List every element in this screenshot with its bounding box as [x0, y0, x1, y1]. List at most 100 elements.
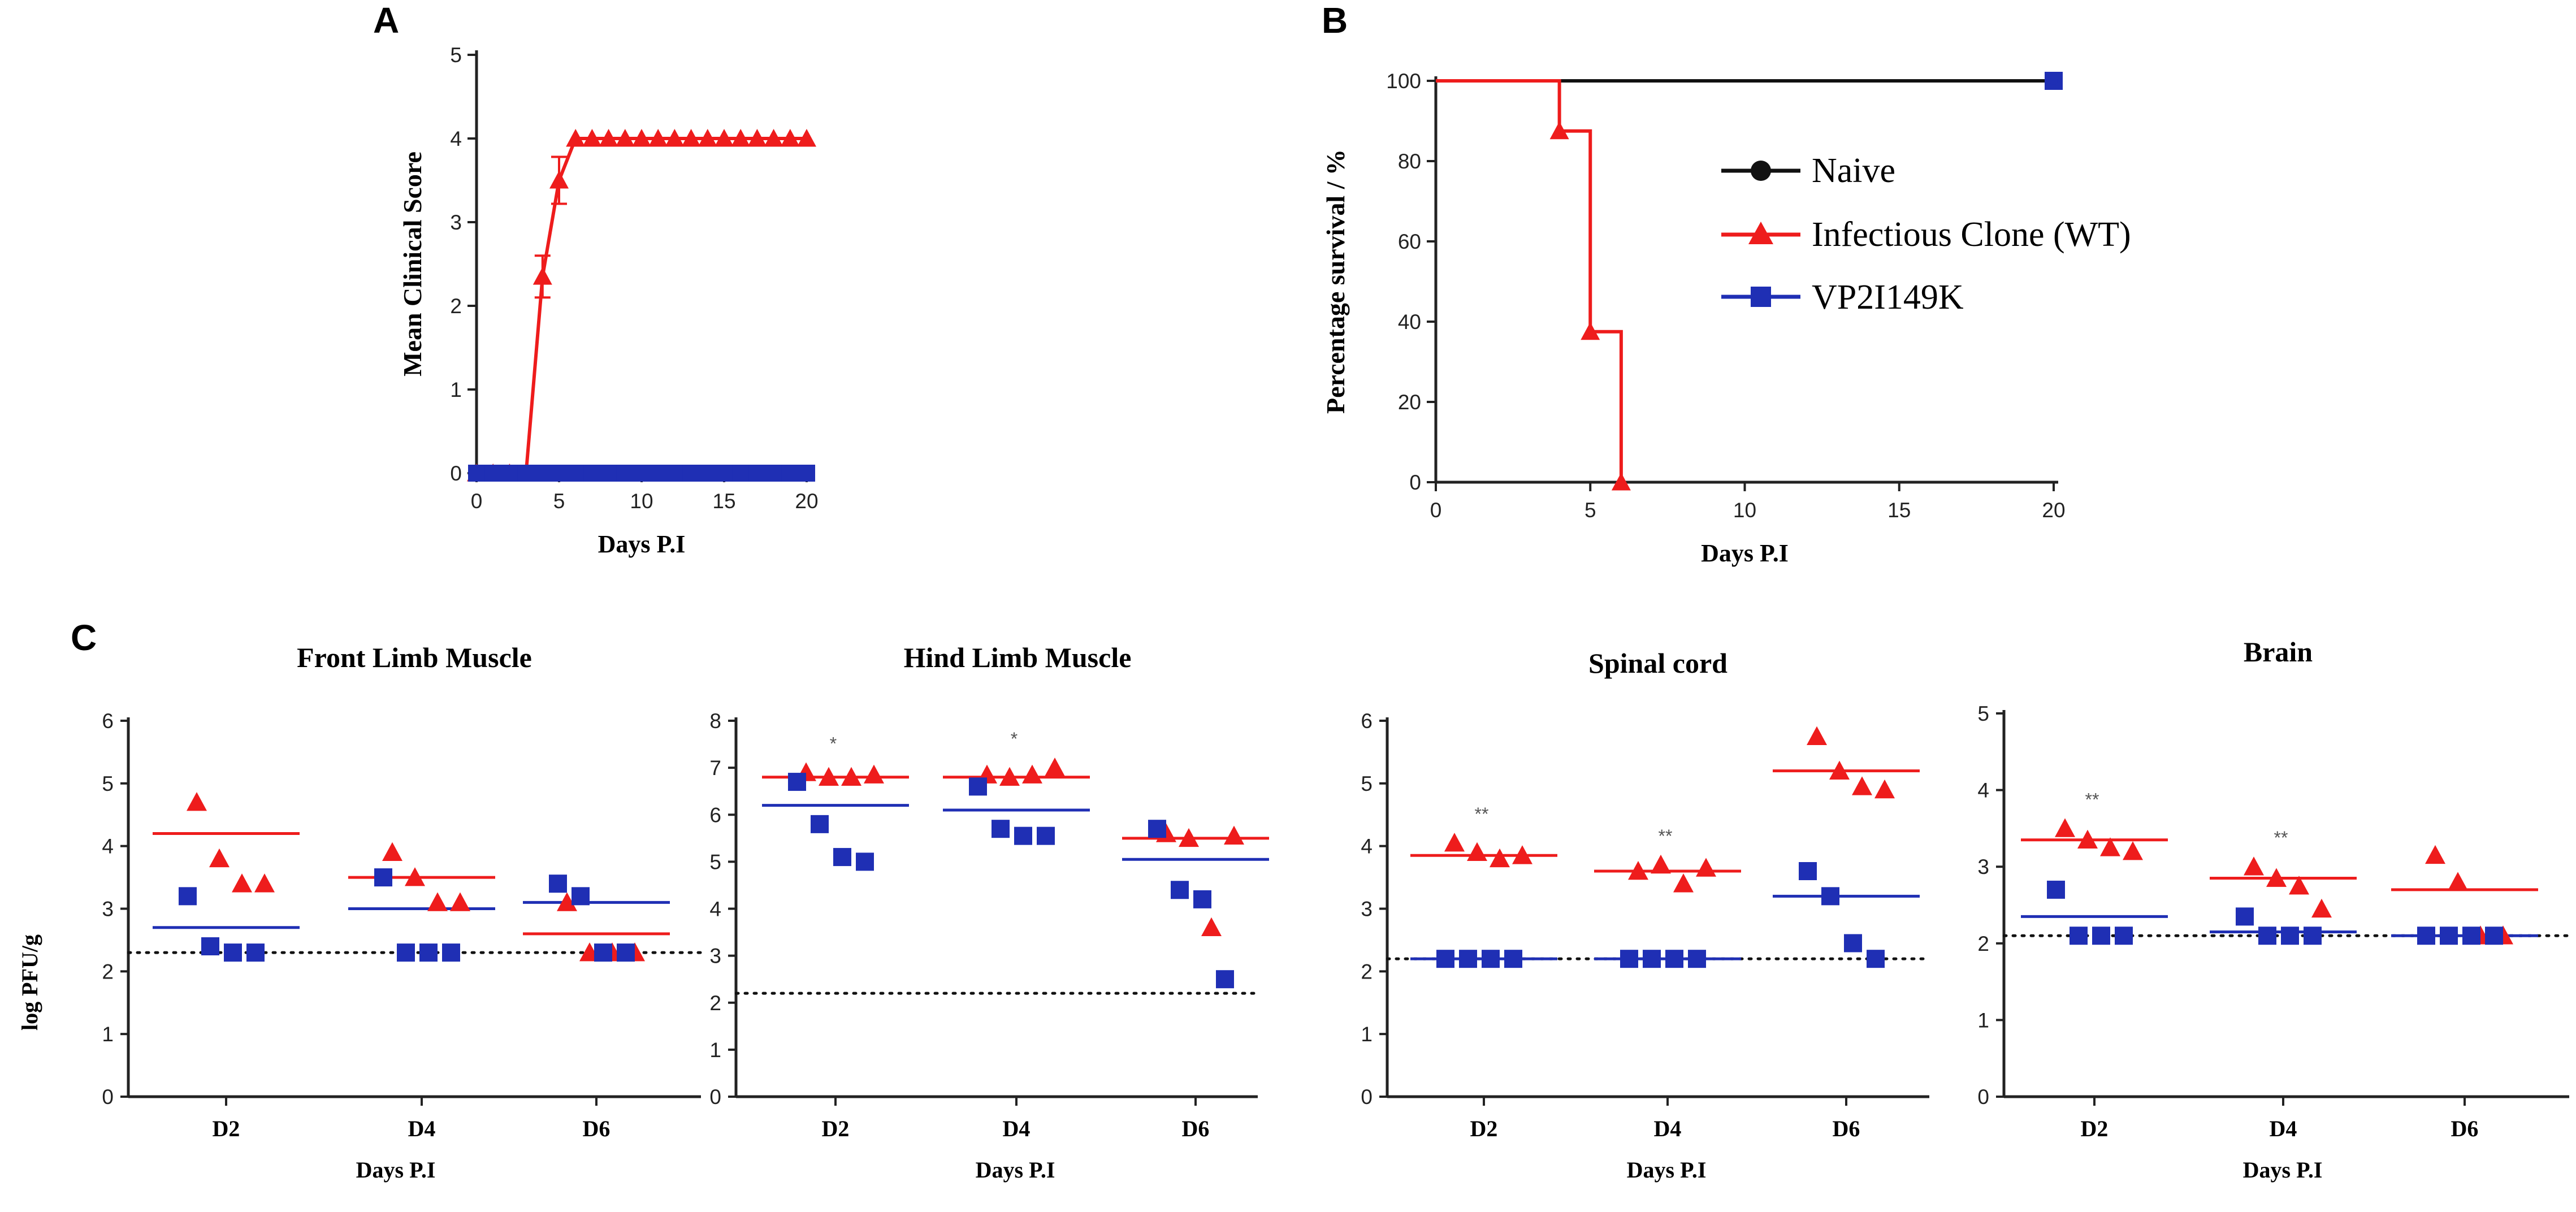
data-point-wt	[557, 892, 577, 911]
data-point-wt	[780, 129, 800, 147]
data-point-wt	[2289, 876, 2309, 895]
data-point-wt	[2077, 829, 2098, 849]
data-point-wt	[450, 892, 470, 911]
subplot-title: Front Limb Muscle	[297, 642, 532, 673]
x-tick-label: 10	[630, 490, 653, 513]
data-point-mutant	[1216, 970, 1234, 989]
category-label: D2	[213, 1116, 240, 1141]
data-point-wt	[2055, 818, 2075, 837]
data-point-wt	[599, 129, 618, 147]
y-axis-title: log PFU/g	[17, 934, 42, 1031]
data-point-wt	[1022, 764, 1042, 784]
x-tick-label: 5	[1584, 499, 1596, 522]
data-point-wt	[382, 842, 402, 862]
data-point-mutant	[600, 465, 617, 482]
category-label: D6	[1182, 1116, 1210, 1141]
legend-label-naive: Naive	[1812, 152, 1895, 190]
y-tick-label: 5	[102, 772, 114, 795]
data-point-mutant	[1844, 934, 1862, 953]
data-point-mutant	[201, 937, 219, 955]
data-point-mutant	[468, 465, 485, 482]
y-tick-label: 40	[1398, 310, 1421, 334]
category-label: D4	[1003, 1116, 1031, 1141]
data-point-mutant	[551, 465, 568, 482]
data-point-wt	[1224, 825, 1244, 845]
significance-marker: **	[1475, 804, 1489, 824]
chart-c-spinal-cord: Spinal cord 0 1 2 3 4 5 6 D2 D4 D6 Days P.I ** **	[1361, 647, 1931, 1183]
data-point-mutant	[2417, 927, 2435, 945]
data-point-wt	[1696, 858, 1716, 877]
category-label: D4	[2270, 1116, 2297, 1141]
data-point-mutant	[572, 887, 590, 906]
data-point-mutant	[1436, 950, 1454, 968]
y-tick-label: 3	[450, 211, 462, 234]
y-tick-label: 20	[1398, 391, 1421, 414]
y-tick-label: 0	[1361, 1085, 1373, 1109]
data-point-wt	[665, 129, 685, 147]
data-point-mutant	[2485, 927, 2503, 945]
chart-a-clinical-score: 0 1 2 3 4 5 0 5 10 15 20 Days P.I Mean Clinical Scor…	[398, 44, 819, 558]
data-point-wt	[1807, 726, 1827, 746]
x-tick-label: 15	[1887, 499, 1911, 522]
data-point-mutant	[397, 943, 415, 962]
legend-item-naive: Naive	[1721, 152, 1895, 190]
y-tick-label: 2	[102, 960, 114, 983]
data-point-mutant	[2092, 927, 2110, 945]
data-point-mutant	[224, 943, 242, 962]
category-label: D6	[1833, 1116, 1860, 1141]
data-point-mutant	[1171, 881, 1189, 899]
y-tick-label: 4	[450, 127, 462, 150]
data-point-mutant	[549, 875, 567, 893]
y-tick-label: 1	[102, 1023, 114, 1046]
chart-c-brain: Brain 0 1 2 3 4 5 D2 D4 D6 Days P.I ** **	[1977, 636, 2571, 1183]
category-label: D4	[1654, 1116, 1682, 1141]
data-point-wt	[1490, 848, 1510, 868]
data-point-wt	[797, 129, 816, 147]
data-point-wt	[1045, 758, 1065, 777]
x-tick-label: 20	[795, 490, 818, 513]
data-point-wt	[1467, 842, 1487, 862]
data-point-wt	[747, 129, 767, 147]
y-tick-label: 2	[709, 992, 721, 1015]
data-point-mutant	[2070, 927, 2088, 945]
data-point-naive	[2050, 77, 2058, 85]
significance-marker: *	[1011, 729, 1018, 749]
data-point-mutant	[2258, 927, 2276, 945]
data-point-mutant	[811, 815, 829, 833]
y-tick-label: 2	[1361, 960, 1373, 983]
data-point-mutant	[716, 465, 733, 482]
data-point-wt	[2266, 868, 2287, 887]
y-tick-label: 7	[709, 756, 721, 780]
data-point-mutant	[2281, 927, 2299, 945]
y-tick-label: 6	[709, 803, 721, 826]
data-point-wt	[999, 767, 1020, 786]
data-point-mutant	[732, 465, 750, 482]
data-point-wt	[532, 267, 552, 285]
x-tick-label: 20	[2042, 499, 2065, 522]
x-tick-label: 10	[1733, 499, 1756, 522]
data-point-wt	[1829, 760, 1850, 780]
significance-marker: **	[1659, 826, 1673, 846]
legend-marker-mutant	[1751, 287, 1771, 307]
data-point-mutant	[1482, 950, 1500, 968]
x-axis-title: Days P.I	[356, 1157, 436, 1183]
data-point-mutant	[2462, 927, 2480, 945]
data-point-mutant	[650, 465, 667, 482]
data-point-mutant	[1193, 890, 1211, 908]
data-point-wt	[2311, 898, 2332, 918]
y-tick-label: 100	[1386, 70, 1421, 93]
data-point-wt	[698, 129, 717, 147]
y-tick-label: 0	[102, 1085, 114, 1109]
y-tick-label: 3	[102, 898, 114, 921]
data-point-wt	[1673, 873, 1694, 893]
data-point-mutant	[633, 465, 650, 482]
data-point-wt	[1628, 861, 1648, 880]
data-point-wt	[427, 892, 448, 911]
significance-marker: **	[2085, 789, 2099, 810]
data-point-wt	[2425, 845, 2445, 864]
y-tick-label: 4	[1361, 835, 1373, 858]
y-tick-label: 4	[102, 835, 114, 858]
chart-c-hind-limb-muscle: Hind Limb Muscle 0 1 2 3 4 5 6 7 8 D2 D4 D6 Days P.I *…	[709, 642, 1269, 1183]
data-point-mutant	[2440, 927, 2458, 945]
